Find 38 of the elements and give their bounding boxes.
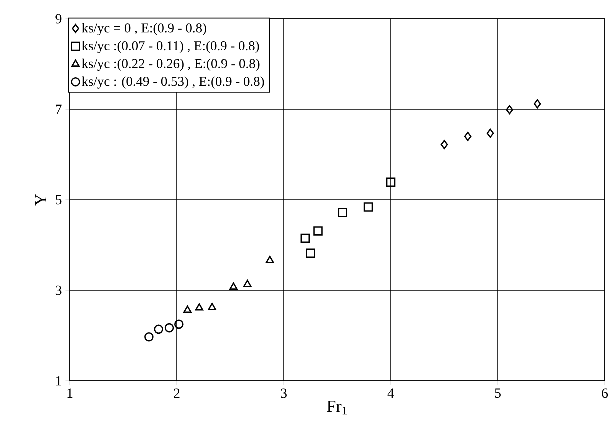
point (314, 226, 323, 236)
y-tick-label: 7 (56, 104, 62, 114)
legend-label: ks/yc :(0.07 - 0.11) , E:(0.9 - 0.8) (82, 41, 260, 54)
y-tick-label: 3 (56, 286, 62, 296)
point (338, 208, 348, 218)
legend-label: ks/yc = 0 , E:(0.9 - 0.8) (82, 23, 206, 36)
point (300, 234, 310, 244)
x-axis-title: Fr$_{1}$ (327, 400, 348, 415)
x-tick-label: 6 (602, 388, 608, 398)
x-tick-label: 2 (174, 388, 180, 398)
x-tick-label: 3 (281, 388, 287, 398)
point (174, 320, 184, 330)
point (534, 99, 542, 109)
point (486, 128, 494, 138)
point (266, 256, 274, 264)
x-tick-label: 5 (495, 388, 501, 398)
point (506, 105, 514, 115)
point (464, 132, 472, 142)
point (208, 303, 216, 310)
point (144, 332, 154, 342)
point (364, 202, 374, 212)
y-tick-label: 1 (56, 376, 62, 386)
x-tick-label: 1 (68, 388, 73, 398)
point (154, 324, 164, 334)
legend-label: ks/yc : (0.49 - 0.53) , E:(0.9 - 0.8) (82, 76, 264, 89)
point (184, 306, 192, 314)
point (164, 323, 174, 333)
point (440, 140, 448, 150)
y-tick-label: 9 (56, 14, 62, 24)
point (244, 280, 252, 288)
y-axis-title: Y (35, 194, 46, 206)
x-tick-label: 4 (388, 388, 394, 398)
point (306, 248, 316, 258)
point (386, 178, 396, 187)
legend-label: ks/yc :(0.22 - 0.26) , E:(0.9 - 0.8) (82, 58, 260, 72)
point (230, 282, 238, 290)
y-tick-label: 5 (56, 195, 62, 205)
point (195, 304, 204, 311)
